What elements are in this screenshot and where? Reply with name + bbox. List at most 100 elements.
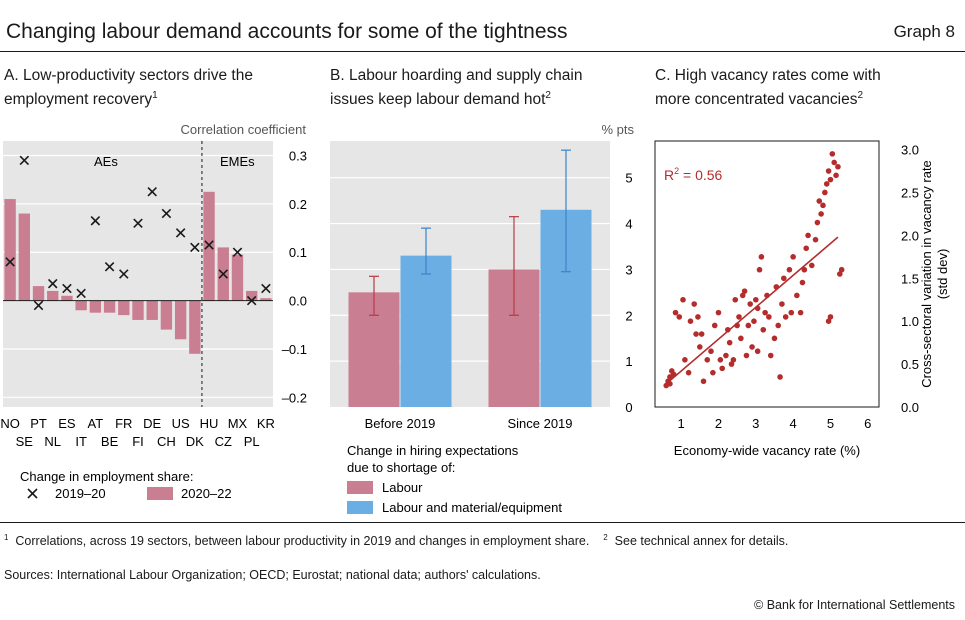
scatter-point (704, 357, 711, 363)
ytick-a: 0.0 (289, 294, 307, 309)
scatter-point (816, 198, 823, 204)
scatter-point (754, 348, 761, 355)
scatter-point (786, 266, 793, 273)
xtick-PL: PL (244, 434, 260, 449)
scatter-point (734, 322, 740, 329)
scatter-point (827, 176, 834, 183)
scatter-point (728, 361, 735, 367)
ytick-b: 4 (625, 217, 632, 232)
bar-SE (18, 213, 30, 301)
scatter-point (753, 296, 759, 303)
xtick-KR: KR (257, 416, 275, 431)
legend-cross-symbol (27, 488, 38, 499)
scatter-point (782, 314, 789, 320)
scatter-point (670, 371, 677, 378)
errorbar-material-0 (421, 227, 431, 275)
scatter-point (687, 318, 694, 324)
r-squared-label: R2 = 0.56 (664, 166, 723, 183)
scatter-point (745, 322, 752, 329)
ytick-c: 1.0 (901, 314, 919, 329)
scatter-point (829, 151, 836, 157)
xtick-CH: CH (157, 434, 176, 449)
xtick-NL: NL (44, 434, 61, 449)
xtick-FR: FR (115, 416, 132, 431)
scatter-point (809, 262, 815, 269)
scatter-point (725, 326, 731, 333)
ytick-b: 5 (625, 171, 632, 186)
scatter-point (833, 172, 839, 179)
group-label-aes: AEs (94, 154, 118, 169)
bar-NL (47, 290, 59, 301)
ytick-b: 1 (625, 354, 632, 369)
scatter-point (691, 301, 697, 307)
scatter-point (695, 314, 701, 320)
scatter-point (717, 357, 724, 363)
xtick-b-0: Before 2019 (365, 416, 436, 431)
scatter-point (747, 301, 753, 307)
scatter-point (711, 322, 718, 329)
panel-c-chart: 0.0 0.5 1.0 1.5 2.0 2.5 3.0 1 2 3 4 5 6 R2 = 0.56 E… (654, 140, 950, 458)
xtick-b-1: Since 2019 (507, 416, 572, 431)
scatter-point (680, 296, 686, 303)
scatter-point (764, 292, 770, 299)
xtick-MX: MX (228, 416, 248, 431)
bar-MX (231, 254, 244, 301)
scatter-point (835, 163, 841, 170)
footnotes: 1 Correlations, across 19 sectors, betwe… (4, 533, 789, 549)
scatter-point (825, 168, 832, 174)
cross-NO (5, 257, 15, 267)
scatter-point (823, 181, 830, 187)
scatter-point (743, 352, 750, 359)
cross-DK (190, 242, 200, 253)
scatter-point (685, 369, 692, 376)
scatter-point (773, 284, 780, 290)
xtick-ES: ES (58, 416, 76, 431)
scatter-point (672, 309, 679, 316)
scatter-point (736, 314, 742, 320)
xtick-DK: DK (186, 434, 204, 449)
scatter-point (726, 339, 733, 346)
cross-MX (232, 247, 243, 258)
scatter-point (797, 309, 804, 316)
ytick-c: 2.5 (901, 185, 919, 200)
scatter-point (682, 357, 688, 363)
legend-bar-label: 2020–22 (181, 486, 232, 501)
scatter-point (814, 219, 821, 226)
scatter-point (777, 374, 783, 380)
bar-US (174, 300, 187, 340)
legend-material-label: Labour and material/equipment (382, 500, 562, 515)
scatter-point (739, 292, 746, 299)
panel-b-unit: % pts (601, 122, 634, 137)
legend-labour-label: Labour (382, 480, 423, 495)
scatter-point (799, 279, 806, 286)
scatter-point (812, 236, 819, 243)
scatter-point (827, 314, 834, 320)
scatter-point (788, 309, 795, 316)
footnote-rule (0, 522, 965, 523)
panel-b-chart: 0 1 2 3 4 5 Before 2019 Since 2019 % pts (330, 122, 634, 431)
xtick-c: 5 (827, 416, 834, 431)
xtick-c: 6 (864, 416, 871, 431)
cross-DE (147, 187, 157, 197)
legend-title: Change in employment share: (20, 469, 193, 484)
scatter-point (741, 288, 748, 294)
scatter-point (693, 331, 699, 337)
bar-CH (160, 300, 173, 330)
bar-FI (132, 300, 144, 320)
ytick-b: 3 (625, 262, 632, 277)
xtick-AT: AT (88, 416, 104, 431)
xtick-US: US (172, 416, 190, 431)
xtick-HU: HU (200, 416, 219, 431)
scatter-point (749, 344, 755, 350)
cross-AT (90, 216, 101, 226)
bar-PL (246, 290, 258, 301)
xtick-NO: NO (0, 416, 20, 431)
scatter-point (831, 159, 837, 166)
ytick-b: 2 (625, 308, 632, 323)
scatter-point (779, 301, 785, 307)
scatter-point (700, 378, 707, 385)
ytick-a: 0.3 (289, 149, 307, 164)
cross-PL (246, 295, 257, 306)
ytick-a: –0.2 (282, 390, 307, 405)
